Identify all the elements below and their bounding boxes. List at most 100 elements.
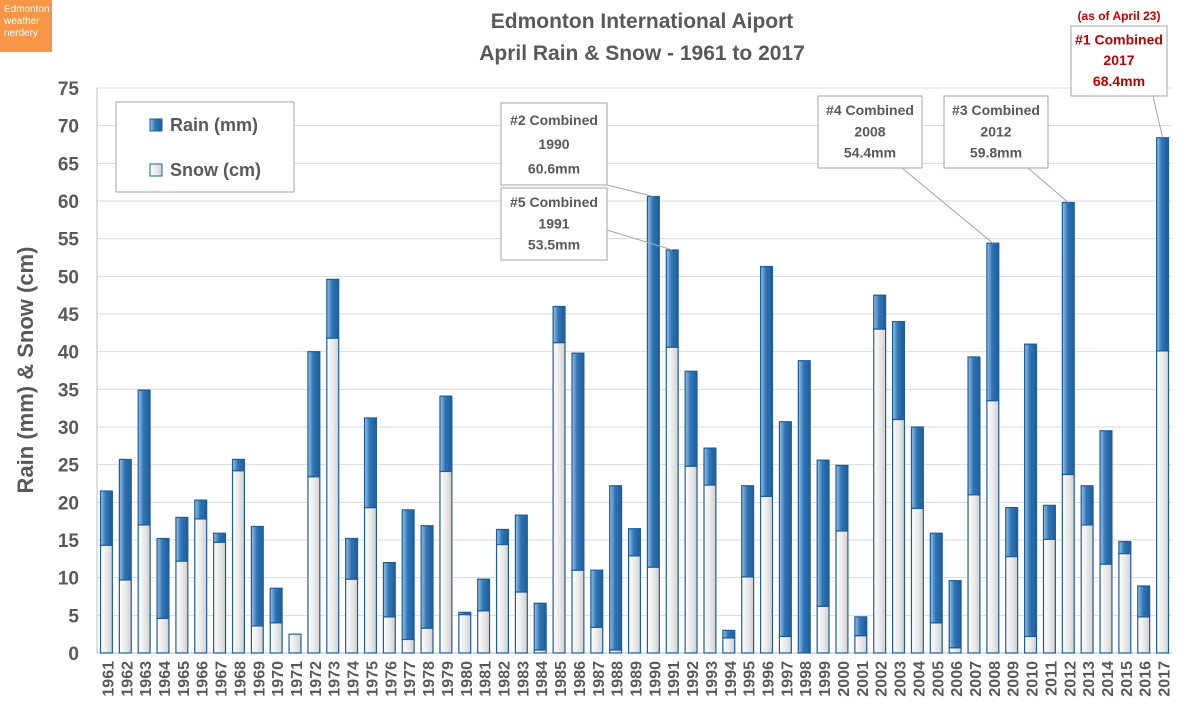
bar-snow-1964 <box>156 617 170 654</box>
x-tick-label: 1982 <box>496 661 513 697</box>
y-tick-label: 15 <box>58 531 80 552</box>
callout-text: 1991 <box>538 215 569 231</box>
bar-snow-1992 <box>684 465 698 654</box>
x-tick-label: 1962 <box>119 661 136 697</box>
y-tick-label: 5 <box>68 606 79 627</box>
bar-snow-1963 <box>137 524 151 654</box>
x-tick-label: 2000 <box>836 661 853 697</box>
bar-snow-1971 <box>288 633 302 654</box>
legend-box <box>115 101 295 193</box>
bar-rain-1999 <box>816 459 830 607</box>
y-tick-label: 55 <box>58 230 80 251</box>
bar-rain-2000 <box>835 464 849 532</box>
x-tick-label: 1997 <box>779 661 796 697</box>
bar-rain-1997 <box>778 421 792 638</box>
x-tick-label: 2015 <box>1119 661 1136 697</box>
bar-rain-1968 <box>231 458 245 472</box>
bar-rain-2010 <box>1024 343 1038 638</box>
x-tick-label: 1999 <box>817 661 834 697</box>
x-tick-label: 1983 <box>515 661 532 697</box>
bar-snow-1999 <box>816 605 830 654</box>
x-tick-label: 2002 <box>874 661 891 697</box>
bar-rain-1974 <box>345 537 359 580</box>
bar-rain-1980 <box>458 611 472 616</box>
bar-rain-1973 <box>326 278 340 339</box>
legend: Rain (mm) Snow (cm) <box>115 101 295 193</box>
legend-label-rain: Rain (mm) <box>170 115 258 135</box>
x-tick-label: 1981 <box>478 661 495 697</box>
x-tick-label: 1971 <box>289 661 306 697</box>
bar-rain-2016 <box>1137 585 1151 618</box>
callout-box <box>500 102 608 186</box>
callout-text: 54.4mm <box>844 145 896 161</box>
bar-snow-1966 <box>194 518 208 654</box>
bar-rain-1995 <box>741 485 755 578</box>
bar-rain-1975 <box>363 417 378 509</box>
bar-snow-2017 <box>1156 350 1170 654</box>
bar-rain-1984 <box>533 602 547 651</box>
x-tick-label: 2001 <box>855 661 872 697</box>
bar-snow-1970 <box>269 622 283 654</box>
bar-snow-1997 <box>778 635 792 654</box>
y-tick-label: 70 <box>58 117 79 138</box>
callout-text: 68.4mm <box>1093 73 1145 89</box>
bar-rain-1976 <box>382 561 396 618</box>
bar-snow-2004 <box>910 507 924 654</box>
x-tick-label: 1988 <box>610 661 627 697</box>
callout-text: #2 Combined <box>510 112 598 128</box>
callout-leader <box>606 229 673 251</box>
callout-text: #4 Combined <box>826 102 914 118</box>
x-tick-label: 2013 <box>1081 661 1098 697</box>
y-axis-ticks: 0 5 10 15 20 25 30 35 40 45 50 55 60 65 70 75 <box>58 79 80 665</box>
bar-rain-2004 <box>910 426 924 509</box>
badge-line: nerdery <box>4 28 38 39</box>
bar-snow-1965 <box>175 560 189 654</box>
legend-swatch-snow <box>149 163 163 177</box>
bar-snow-2001 <box>854 635 868 654</box>
callout-leader <box>1152 95 1164 138</box>
bar-snow-2010 <box>1024 635 1038 654</box>
bar-snow-1993 <box>703 484 717 654</box>
callout-text: 2012 <box>980 123 1011 139</box>
site-badge: Edmonton weather nerdery <box>0 0 52 52</box>
bar-snow-2005 <box>929 622 943 654</box>
bar-snow-1987 <box>590 626 604 654</box>
y-tick-label: 60 <box>58 192 79 213</box>
x-tick-label: 1963 <box>138 661 155 697</box>
x-tick-label: 1961 <box>100 661 117 697</box>
callout-text: 59.8mm <box>970 145 1022 161</box>
bar-rain-2006 <box>948 580 962 649</box>
callout-text: #3 Combined <box>952 102 1040 118</box>
legend-label-snow: Snow (cm) <box>170 160 261 180</box>
x-tick-label: 1964 <box>157 661 174 697</box>
bar-snow-1996 <box>759 495 774 654</box>
bar-rain-1963 <box>137 389 151 526</box>
x-tick-label: 1976 <box>383 661 400 697</box>
bar-rain-1990 <box>646 195 660 568</box>
callouts: #2 Combined 1990 60.6mm #5 Combined 1991 53.5… <box>500 9 1168 261</box>
callout-1991: #5 Combined 1991 53.5mm <box>500 187 673 261</box>
bar-snow-1991 <box>665 346 679 654</box>
bar-rain-1977 <box>401 509 415 641</box>
bar-snow-2012 <box>1061 473 1075 654</box>
x-tick-label: 1995 <box>742 661 759 697</box>
bar-rain-2014 <box>1099 430 1113 565</box>
x-tick-label: 1987 <box>591 661 608 697</box>
x-tick-label: 1994 <box>723 661 740 697</box>
bar-snow-2015 <box>1118 552 1132 654</box>
x-tick-label: 1986 <box>572 661 589 697</box>
y-tick-label: 20 <box>58 493 79 514</box>
callout-leader <box>606 184 654 197</box>
x-tick-label: 1989 <box>629 661 646 697</box>
bar-rain-1970 <box>269 587 283 624</box>
x-tick-label: 2003 <box>893 661 910 697</box>
y-tick-label: 10 <box>58 569 79 590</box>
callout-box <box>1070 25 1168 97</box>
x-tick-label: 1977 <box>402 661 419 697</box>
bar-rain-1989 <box>627 528 642 557</box>
x-tick-label: 1984 <box>534 661 551 697</box>
bar-rain-1964 <box>156 537 170 619</box>
bar-snow-1981 <box>477 610 491 654</box>
bar-snow-1979 <box>439 470 453 654</box>
